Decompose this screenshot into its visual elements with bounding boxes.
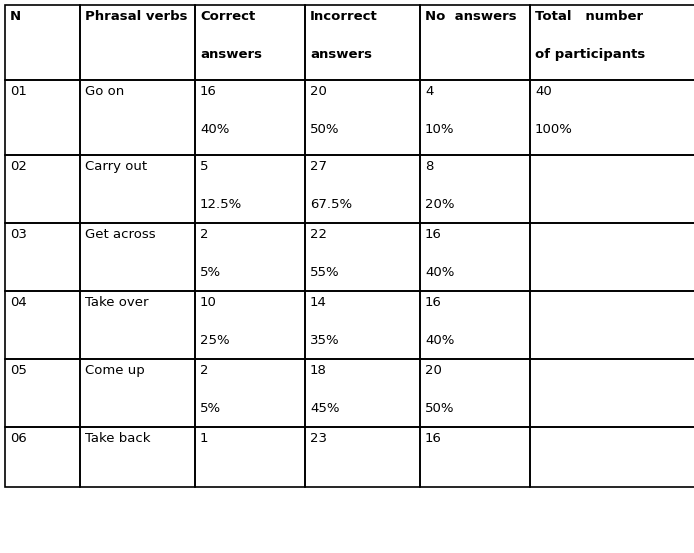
Text: Go on: Go on — [85, 85, 124, 98]
Bar — [530, 155, 694, 223]
Bar — [420, 291, 530, 359]
Text: Come up: Come up — [85, 364, 145, 377]
Bar — [420, 155, 530, 223]
Bar — [420, 5, 530, 80]
Text: No  answers: No answers — [425, 10, 516, 23]
Text: 16

40%: 16 40% — [425, 296, 455, 347]
Bar — [530, 359, 694, 427]
Text: Phrasal verbs: Phrasal verbs — [85, 10, 187, 23]
Text: 27

67.5%: 27 67.5% — [310, 160, 352, 211]
Bar — [195, 359, 305, 427]
Text: 10

25%: 10 25% — [200, 296, 230, 347]
Bar — [305, 359, 420, 427]
Bar — [5, 427, 80, 487]
Text: 16

40%: 16 40% — [425, 228, 455, 279]
Text: 05: 05 — [10, 364, 27, 377]
Bar — [195, 223, 305, 291]
Bar — [80, 291, 195, 359]
Bar — [530, 223, 694, 291]
Text: 16: 16 — [425, 432, 442, 445]
Text: 22

55%: 22 55% — [310, 228, 339, 279]
Text: 2

5%: 2 5% — [200, 228, 221, 279]
Bar — [5, 155, 80, 223]
Bar — [80, 155, 195, 223]
Bar — [530, 80, 694, 155]
Bar — [305, 80, 420, 155]
Bar — [5, 359, 80, 427]
Text: Total   number

of participants: Total number of participants — [535, 10, 645, 61]
Text: 4

10%: 4 10% — [425, 85, 455, 136]
Text: Take over: Take over — [85, 296, 149, 309]
Bar — [80, 427, 195, 487]
Bar — [305, 291, 420, 359]
Text: 02: 02 — [10, 160, 27, 173]
Text: Carry out: Carry out — [85, 160, 147, 173]
Bar — [420, 359, 530, 427]
Text: 40

100%: 40 100% — [535, 85, 573, 136]
Text: 20

50%: 20 50% — [310, 85, 339, 136]
Text: Take back: Take back — [85, 432, 151, 445]
Text: 1: 1 — [200, 432, 208, 445]
Bar — [80, 80, 195, 155]
Bar — [195, 291, 305, 359]
Bar — [5, 80, 80, 155]
Text: 14

35%: 14 35% — [310, 296, 339, 347]
Text: Get across: Get across — [85, 228, 155, 241]
Text: 5

12.5%: 5 12.5% — [200, 160, 242, 211]
Bar — [420, 223, 530, 291]
Text: 03: 03 — [10, 228, 27, 241]
Bar — [305, 427, 420, 487]
Text: 04: 04 — [10, 296, 27, 309]
Bar — [305, 223, 420, 291]
Bar — [5, 223, 80, 291]
Text: 01: 01 — [10, 85, 27, 98]
Bar — [530, 5, 694, 80]
Text: 8

20%: 8 20% — [425, 160, 455, 211]
Bar — [530, 291, 694, 359]
Text: 06: 06 — [10, 432, 27, 445]
Bar — [420, 427, 530, 487]
Bar — [195, 427, 305, 487]
Bar — [195, 80, 305, 155]
Bar — [80, 5, 195, 80]
Bar — [195, 155, 305, 223]
Text: N: N — [10, 10, 21, 23]
Text: 16

40%: 16 40% — [200, 85, 230, 136]
Text: 23: 23 — [310, 432, 327, 445]
Bar — [420, 80, 530, 155]
Bar — [80, 223, 195, 291]
Bar — [5, 291, 80, 359]
Text: 2

5%: 2 5% — [200, 364, 221, 415]
Text: 18

45%: 18 45% — [310, 364, 339, 415]
Bar — [195, 5, 305, 80]
Bar — [305, 155, 420, 223]
Bar — [80, 359, 195, 427]
Text: 20

50%: 20 50% — [425, 364, 455, 415]
Bar — [530, 427, 694, 487]
Text: Correct

answers: Correct answers — [200, 10, 262, 61]
Text: Incorrect

answers: Incorrect answers — [310, 10, 378, 61]
Bar — [5, 5, 80, 80]
Bar — [305, 5, 420, 80]
